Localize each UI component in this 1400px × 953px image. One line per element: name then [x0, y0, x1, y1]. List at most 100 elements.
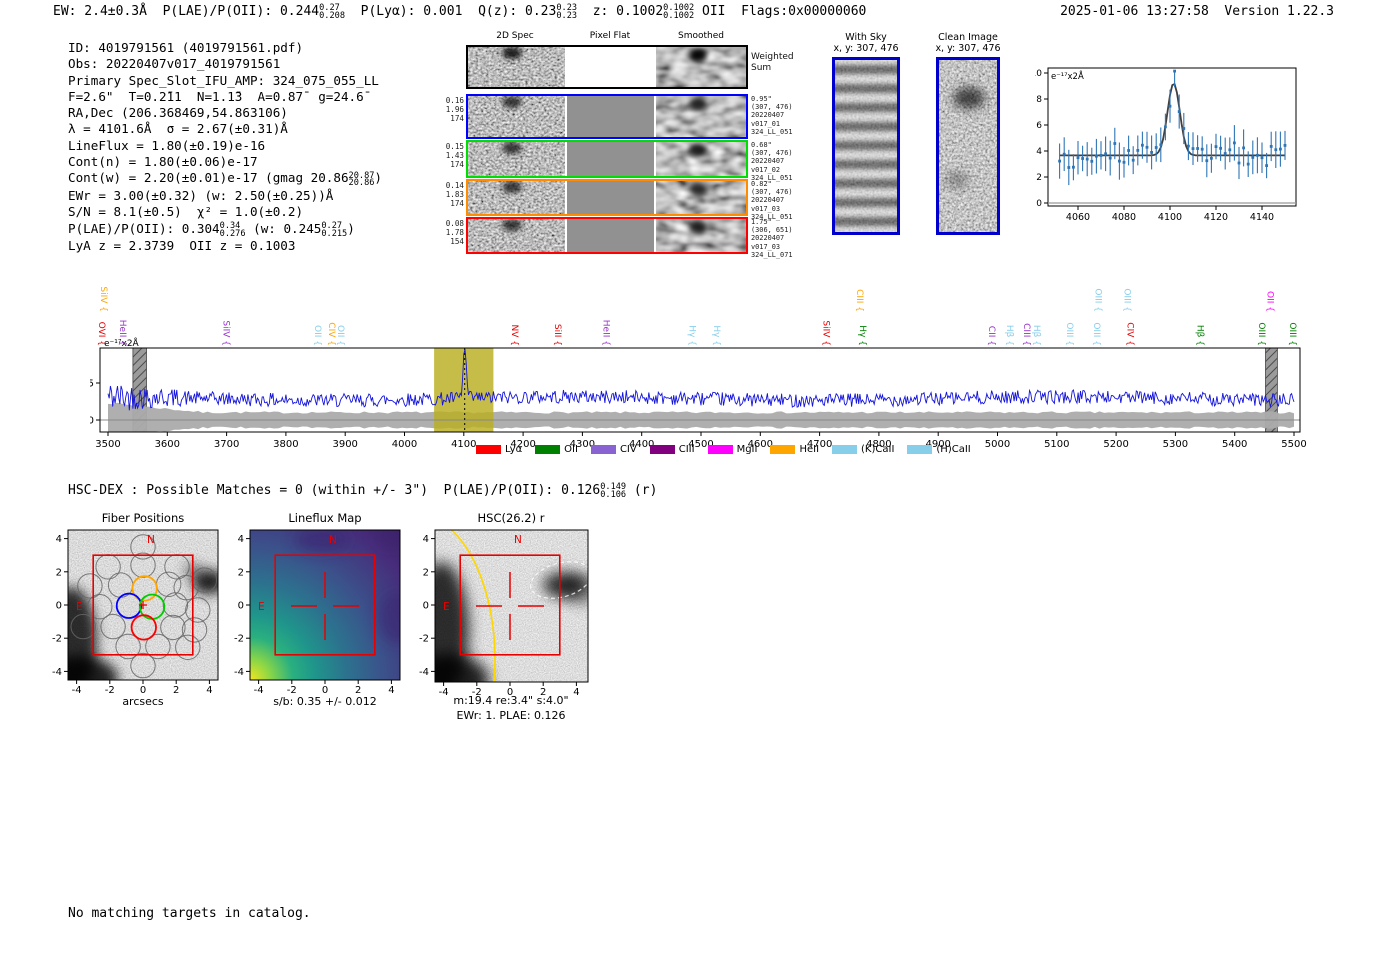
legend-swatch — [907, 445, 933, 454]
text-segment: LyA z = 2.3739 OII z = 0.1003 — [68, 238, 296, 254]
text-segment: Cont(w) = 2.20(±0.01)e-17 (gmag 20.86 — [68, 170, 349, 186]
legend-item: MgII — [707, 444, 757, 455]
info-line: S/N = 8.1(±0.5) χ² = 1.0(±0.2) — [68, 204, 382, 220]
svg-text:CII {: CII { — [986, 326, 996, 346]
text-segment: Q(z): 0.23 — [478, 4, 557, 19]
svg-text:-4: -4 — [254, 685, 264, 696]
spec2d-row-left-labels: 0.16 1.96 174 — [440, 96, 464, 123]
row-annotation-line: (307, 476) — [751, 188, 793, 197]
svg-text:5100: 5100 — [1044, 439, 1069, 450]
fiber-xlabel: arcsecs — [122, 695, 164, 708]
svg-text:5500: 5500 — [1281, 439, 1306, 450]
legend-swatch — [649, 445, 675, 454]
svg-text:-4: -4 — [72, 685, 82, 696]
spec2d-row-annotation: 1.75" (306, 651) 20220407 v017_03 324_LL_071 — [751, 218, 809, 259]
svg-text:Hγ {: Hγ { — [711, 325, 721, 346]
text-segment: F=2.6" T=0.2̄11 N=1.1̄3 A=0.87̄ g=24.6̄ — [68, 88, 364, 104]
info-line: Cont(w) = 2.20(±0.01)e-17 (gmag 20.86 20.… — [68, 170, 382, 188]
legend-label: (H)CaII — [936, 444, 971, 455]
svg-text:3500: 3500 — [95, 439, 120, 450]
text-segment: HSC-DEX : Possible Matches = 0 (within +… — [68, 483, 601, 498]
legend-swatch — [770, 445, 796, 454]
row-left-value: 1.43 — [445, 151, 464, 160]
legend-label: CIII — [678, 444, 695, 455]
svg-text:0: 0 — [140, 685, 146, 696]
svg-text:2: 2 — [540, 687, 546, 698]
row-annotation-line: 20220407 — [751, 234, 785, 243]
row-annotation-line: 324_LL_051 — [751, 127, 793, 136]
svg-text:OII {: OII { — [1264, 291, 1274, 312]
svg-text:0: 0 — [90, 416, 94, 427]
info-line: Cont(n) = 1.80(±0.06)e-17 — [68, 154, 382, 170]
stacked-uncertainty: 0.27 0.208 — [319, 3, 345, 21]
svg-text:0: 0 — [507, 687, 513, 698]
row-annotation-line: 0.95" — [751, 95, 772, 103]
spec2d-smoothed-image — [656, 47, 746, 87]
svg-text:OIII {: OIII { — [1121, 288, 1131, 312]
weighted-sum-text: Weighted — [751, 52, 794, 62]
row-left-value: 1.83 — [445, 190, 464, 199]
clean-xy: x, y: 307, 476 — [935, 43, 1001, 54]
svg-text:4060: 4060 — [1066, 212, 1090, 223]
svg-text:OIII {: OIII { — [1287, 322, 1297, 346]
text-segment: Flags:0x00000060 — [741, 4, 867, 19]
legend-label: OII — [564, 444, 578, 455]
info-line: P(LAE)/P(OII): 0.304 0.34 0.276 (w: 0.245 0… — [68, 221, 382, 239]
text-segment: P(LAE)/P(OII): 0.304 — [68, 220, 220, 236]
legend-label: CIV — [619, 444, 637, 455]
clean-title: Clean Image x, y: 307, 476 — [913, 32, 1023, 54]
line-zoom-plot: 0 2 4 6 8 10 4060 4080 4100 4120 4140 e⁻¹⁷x2Å — [1035, 67, 1297, 223]
svg-text:OIII {: OIII { — [1064, 322, 1074, 346]
text-segment: Primary Spec_Slot_IFU_AMP: 324_075_055_L… — [68, 72, 379, 88]
row-annotation-line: 324_LL_051 — [751, 173, 793, 182]
spec2d-row-left-labels: 0.08 1.78 154 — [440, 219, 464, 246]
svg-text:2: 2 — [423, 567, 429, 578]
stacked-uncertainty: 20.87 20.86 — [348, 170, 375, 189]
spec2d-smoothed-image — [656, 96, 746, 137]
info-line: EWr = 3.00(±0.32) (w: 2.50(±0.25))Å — [68, 188, 382, 204]
svg-text:SiIV {: SiIV { — [221, 320, 231, 346]
svg-text:NV {: NV { — [509, 325, 519, 346]
svg-text:-4: -4 — [234, 667, 244, 678]
svg-text:SiII {: SiII { — [552, 324, 562, 346]
svg-text:E: E — [76, 601, 83, 613]
svg-text:CIV {: CIV { — [1124, 322, 1134, 346]
svg-text:HeII {: HeII { — [601, 320, 611, 346]
svg-text:4: 4 — [238, 534, 244, 545]
text-segment: P(Lyα): 0.001 — [345, 4, 479, 19]
svg-text:4000: 4000 — [392, 439, 417, 450]
row-annotation-line: v017_03 — [751, 242, 781, 251]
svg-text:SiIV {: SiIV { — [821, 320, 831, 346]
svg-text:4100: 4100 — [1158, 212, 1182, 223]
svg-text:CIV {: CIV { — [326, 322, 336, 346]
svg-text:e⁻¹⁷x2Å: e⁻¹⁷x2Å — [1051, 70, 1084, 82]
svg-text:4700: 4700 — [807, 439, 832, 450]
svg-text:4800: 4800 — [866, 439, 891, 450]
svg-text:Hγ {: Hγ { — [687, 325, 697, 346]
hsc-xlabel-1: m:19.4 re:3.4" s:4.0" — [453, 694, 569, 707]
legend-swatch — [476, 445, 501, 454]
spec2d-row-left-labels: 0.15 1.43 174 — [440, 142, 464, 169]
svg-text:CIII {: CIII { — [1021, 323, 1031, 346]
weighted-sum-text: Sum — [751, 62, 772, 73]
spec2d-row — [466, 217, 748, 254]
svg-text:4140: 4140 — [1250, 212, 1274, 223]
row-left-value: 1.96 — [445, 105, 464, 114]
full-spectrum-plot: 3500 3600 3700 3800 3900 4000 4100 4200 4300 4400… — [90, 286, 1307, 450]
col-title-2dspec: 2D Spec — [496, 31, 534, 41]
withsky-image-panel — [832, 57, 900, 235]
text-segment: EW: 2.4±0.3Å — [53, 4, 163, 19]
text-segment: z: 0.1002 — [577, 4, 664, 19]
clean-noise-image — [939, 60, 997, 232]
spec2d-2d-image — [468, 181, 565, 214]
svg-text:4: 4 — [423, 534, 429, 545]
svg-text:-4: -4 — [439, 687, 449, 698]
col-title-smoothed: Smoothed — [678, 31, 724, 41]
spec2d-2d-image — [468, 47, 565, 87]
withsky-title: With Sky x, y: 307, 476 — [811, 32, 921, 54]
lineflux-map-annotations: N E -4 -4 -2 -2 0 0 2 2 4 4 — [234, 529, 401, 696]
row-annotation-line: 0.68" — [751, 141, 772, 149]
hsc-cutout-title: HSC(26.2) r — [477, 511, 545, 525]
text-segment: Cont(n) = 1.80(±0.06)e-17 — [68, 154, 258, 170]
row-annotation-line: (306, 651) — [751, 226, 793, 235]
